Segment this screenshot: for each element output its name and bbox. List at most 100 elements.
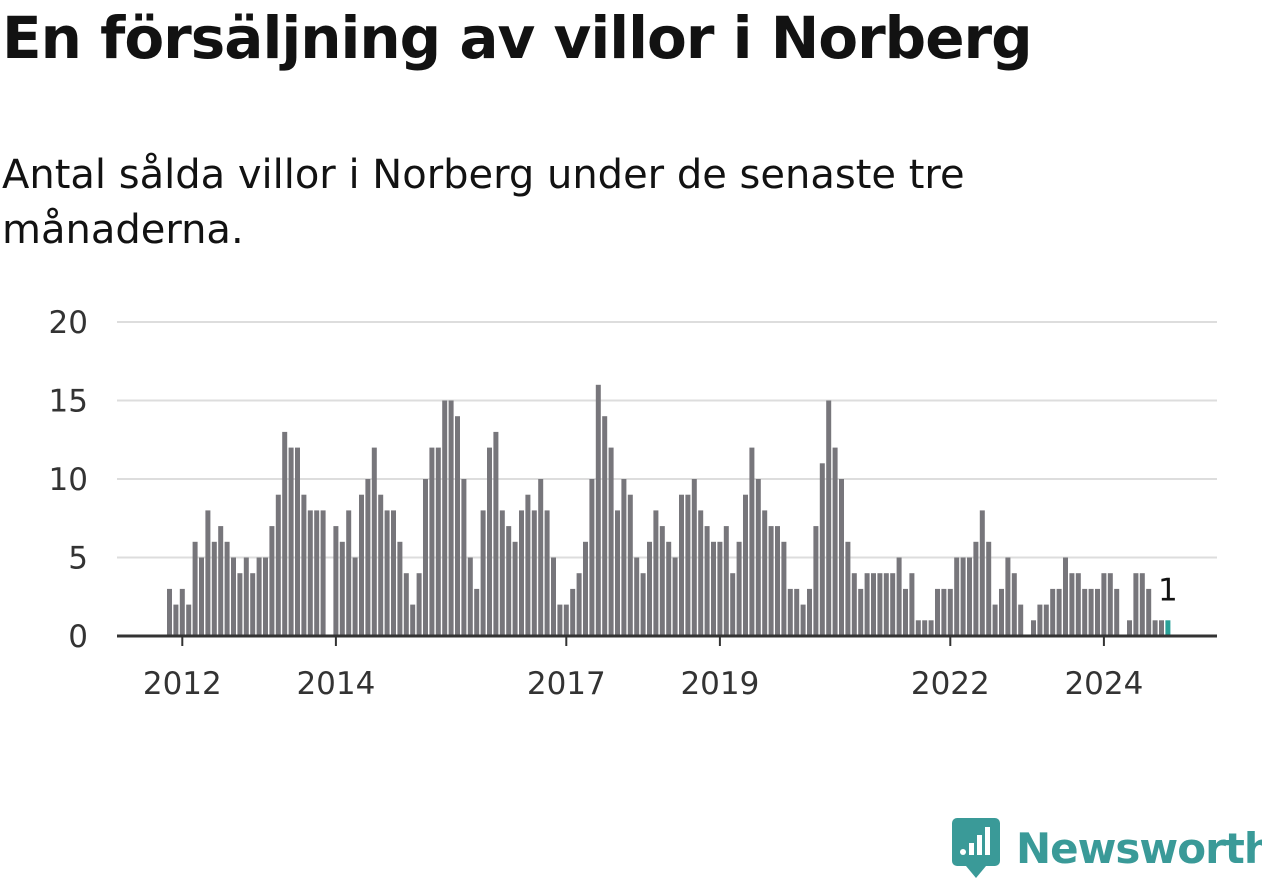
bar [851,573,857,636]
y-tick-label: 0 [68,619,88,655]
bar [295,447,300,636]
bar [205,510,211,636]
x-tick-label: 2024 [1064,666,1143,702]
bar [922,620,928,636]
bar [333,526,339,636]
bar [506,526,512,636]
bar [800,604,806,636]
bar [1005,557,1011,636]
bar [1127,620,1132,636]
bar [410,604,416,636]
bar [762,510,768,636]
bar [186,604,192,636]
bar [1088,588,1094,636]
bar [218,526,224,636]
bar [1082,588,1088,636]
bar [781,541,787,636]
bar [346,510,352,636]
bar [256,557,262,636]
bar [647,541,652,636]
bar [794,588,800,636]
bar [896,557,902,636]
bar [711,541,716,636]
bar [480,510,486,636]
bar [1095,588,1100,636]
x-tick-label: 2017 [527,666,606,702]
bar [615,510,620,636]
bar [845,541,851,636]
bar [839,479,844,636]
bar [915,620,921,636]
y-tick-label: 10 [49,462,88,498]
y-tick-label: 20 [49,305,88,341]
bar [199,557,204,636]
bar [1101,573,1107,636]
bar [704,526,710,636]
bar [602,416,608,636]
bar [551,557,556,636]
bar [973,541,979,636]
bar [1152,620,1158,636]
bar [563,604,569,636]
bar [263,557,268,636]
bar [653,510,659,636]
bar [807,588,812,636]
page-subtitle: Antal sålda villor i Norberg under de se… [2,152,965,253]
bar [371,447,377,636]
bar [877,573,883,636]
bar [1075,573,1081,636]
bar [627,494,633,636]
bar [909,573,915,636]
bar [288,447,294,636]
page-title: En försäljning av villor i Norberg [2,4,1033,72]
bar [858,588,864,636]
bar [903,588,908,636]
bar [339,541,345,636]
bar [1107,573,1113,636]
axis-layer: 0 5 10 15 20 2012 2014 2017 2019 2022 2024 1 [49,305,1217,702]
bar [378,494,384,636]
bar [1011,573,1017,636]
bar [1146,588,1152,636]
bar [467,557,473,636]
bar [442,400,448,636]
brand-name: Newsworthy [1016,823,1262,873]
bar [621,479,627,636]
x-tick-label: 2019 [680,666,759,702]
bar [1114,588,1120,636]
y-tick-label: 5 [68,541,88,577]
bar [755,479,761,636]
bar [359,494,364,636]
bar [723,526,729,636]
bar [307,510,313,636]
bar-layer [167,384,1171,636]
bar [474,588,480,636]
x-tick-label: 2022 [911,666,990,702]
bar [461,479,467,636]
bar [179,588,185,636]
bar [1018,604,1024,636]
bar [1056,588,1062,636]
bar [883,573,889,636]
bar [743,494,748,636]
bar [192,541,198,636]
bar [1037,604,1043,636]
bar [365,479,371,636]
last-value-label: 1 [1158,572,1178,608]
bar [947,588,953,636]
bar [352,557,358,636]
bar [397,541,403,636]
brand-logo: Newsworthy [952,818,1262,878]
bar [1139,573,1145,636]
bar [557,604,563,636]
bar [423,479,428,636]
bar [717,541,723,636]
bar [403,573,409,636]
bar [659,526,665,636]
bar [999,588,1004,636]
bar [250,573,256,636]
bar [167,588,172,636]
bar [493,431,499,636]
bar [826,400,832,636]
newsworthy-chart-bubble-icon [952,818,1000,878]
